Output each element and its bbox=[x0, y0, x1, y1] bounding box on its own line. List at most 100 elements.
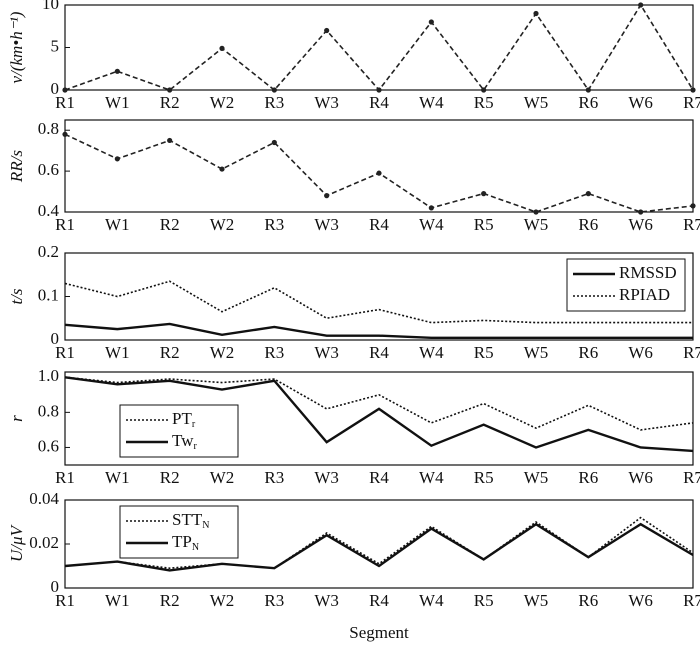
data-point bbox=[428, 205, 434, 211]
x-tick-label: W1 bbox=[105, 343, 130, 362]
legend-label: STTN bbox=[172, 510, 209, 531]
x-tick-label: W5 bbox=[524, 343, 549, 362]
legend-name: Tw bbox=[172, 431, 194, 450]
series-line bbox=[64, 322, 693, 340]
x-tick-label: R4 bbox=[369, 343, 389, 362]
x-tick-label: R6 bbox=[578, 591, 598, 610]
data-point bbox=[533, 10, 539, 17]
data-point bbox=[428, 19, 434, 25]
x-tick-label: R7 bbox=[683, 343, 700, 362]
data-point bbox=[638, 2, 644, 8]
data-point bbox=[114, 68, 120, 74]
y-tick-label: 0.8 bbox=[38, 401, 59, 420]
legend-label: RMSSD bbox=[619, 263, 677, 282]
x-tick-label: W1 bbox=[105, 93, 130, 112]
x-tick-label: R5 bbox=[474, 215, 494, 234]
x-tick-label: W4 bbox=[419, 468, 444, 487]
x-tick-label: W3 bbox=[314, 591, 339, 610]
x-tick-label: W2 bbox=[210, 343, 235, 362]
data-point bbox=[219, 166, 225, 172]
plot-frame bbox=[64, 119, 694, 213]
data-point bbox=[481, 191, 487, 197]
legend-box bbox=[119, 505, 239, 559]
series-line bbox=[64, 376, 694, 431]
x-tick-label: W5 bbox=[524, 468, 549, 487]
data-point bbox=[271, 87, 277, 93]
x-tick-label: R7 bbox=[683, 591, 700, 610]
y-tick-label: 0 bbox=[51, 79, 60, 98]
y-axis-label: r bbox=[7, 415, 26, 422]
x-tick-label: R2 bbox=[160, 343, 180, 362]
data-point bbox=[167, 87, 173, 93]
series-line bbox=[64, 516, 694, 570]
plot-frame bbox=[64, 4, 694, 91]
legend-subscript: N bbox=[192, 542, 199, 553]
x-tick-label: W2 bbox=[210, 215, 235, 234]
legend-box bbox=[119, 404, 239, 458]
x-tick-label: R4 bbox=[369, 591, 389, 610]
data-point bbox=[62, 87, 68, 93]
x-tick-label: R4 bbox=[369, 215, 389, 234]
y-axis-label: v/(km•h⁻¹) bbox=[7, 11, 26, 83]
series-line bbox=[64, 280, 693, 324]
data-point bbox=[324, 27, 330, 34]
x-tick-label: R6 bbox=[578, 343, 598, 362]
x-tick-label: R3 bbox=[264, 215, 284, 234]
data-point bbox=[62, 131, 68, 137]
x-tick-label: W5 bbox=[524, 215, 549, 234]
legend-subscript: r bbox=[192, 419, 196, 430]
series-line bbox=[64, 3, 694, 92]
x-tick-label: R4 bbox=[369, 468, 389, 487]
legend-name: TP bbox=[172, 532, 192, 551]
x-axis-label: Segment bbox=[349, 623, 409, 642]
x-tick-label: R5 bbox=[474, 343, 494, 362]
data-point bbox=[114, 156, 120, 162]
x-tick-label: W6 bbox=[628, 343, 653, 362]
x-tick-label: R4 bbox=[369, 93, 389, 112]
x-tick-label: W4 bbox=[419, 343, 444, 362]
x-tick-label: R6 bbox=[578, 215, 598, 234]
legend-label: PTr bbox=[172, 409, 196, 430]
data-point bbox=[324, 193, 330, 199]
legend-label: TPN bbox=[172, 532, 199, 553]
x-tick-label: R1 bbox=[55, 343, 75, 362]
data-point bbox=[533, 209, 539, 215]
x-tick-label: R2 bbox=[160, 591, 180, 610]
x-tick-label: W2 bbox=[210, 93, 235, 112]
x-tick-label: R5 bbox=[474, 468, 494, 487]
y-tick-label: 0.6 bbox=[38, 160, 59, 179]
y-tick-label: 0.6 bbox=[38, 436, 59, 455]
y-tick-label: 0.1 bbox=[38, 285, 59, 304]
data-point bbox=[376, 170, 382, 176]
y-axis-label: t/s bbox=[7, 288, 26, 304]
y-tick-label: 10 bbox=[42, 0, 59, 13]
data-point bbox=[271, 139, 277, 146]
plot-frame bbox=[64, 371, 694, 466]
x-tick-label: W3 bbox=[314, 215, 339, 234]
x-tick-label: W2 bbox=[210, 591, 235, 610]
series-line bbox=[64, 522, 694, 572]
data-point bbox=[376, 87, 382, 93]
data-point bbox=[690, 203, 696, 209]
x-tick-label: R7 bbox=[683, 468, 700, 487]
x-tick-label: R5 bbox=[474, 591, 494, 610]
data-point bbox=[219, 45, 225, 51]
legend-box bbox=[566, 258, 686, 312]
x-tick-label: R3 bbox=[264, 93, 284, 112]
x-tick-label: W3 bbox=[314, 468, 339, 487]
x-tick-label: W2 bbox=[210, 468, 235, 487]
y-tick-label: 0.8 bbox=[38, 119, 59, 138]
legend-label: Twr bbox=[172, 431, 197, 452]
y-tick-label: 5 bbox=[51, 36, 60, 55]
y-axis-label: RR/s bbox=[7, 150, 26, 183]
y-tick-label: 0.2 bbox=[38, 242, 59, 261]
data-point bbox=[690, 87, 696, 93]
y-tick-label: 0.04 bbox=[29, 489, 59, 508]
x-tick-label: R2 bbox=[160, 215, 180, 234]
y-tick-label: 0.02 bbox=[29, 533, 59, 552]
legend-name: PT bbox=[172, 409, 192, 428]
x-tick-label: R1 bbox=[55, 591, 75, 610]
data-point bbox=[585, 191, 591, 197]
x-tick-label: R3 bbox=[264, 468, 284, 487]
legend-label: RPIAD bbox=[619, 285, 670, 304]
